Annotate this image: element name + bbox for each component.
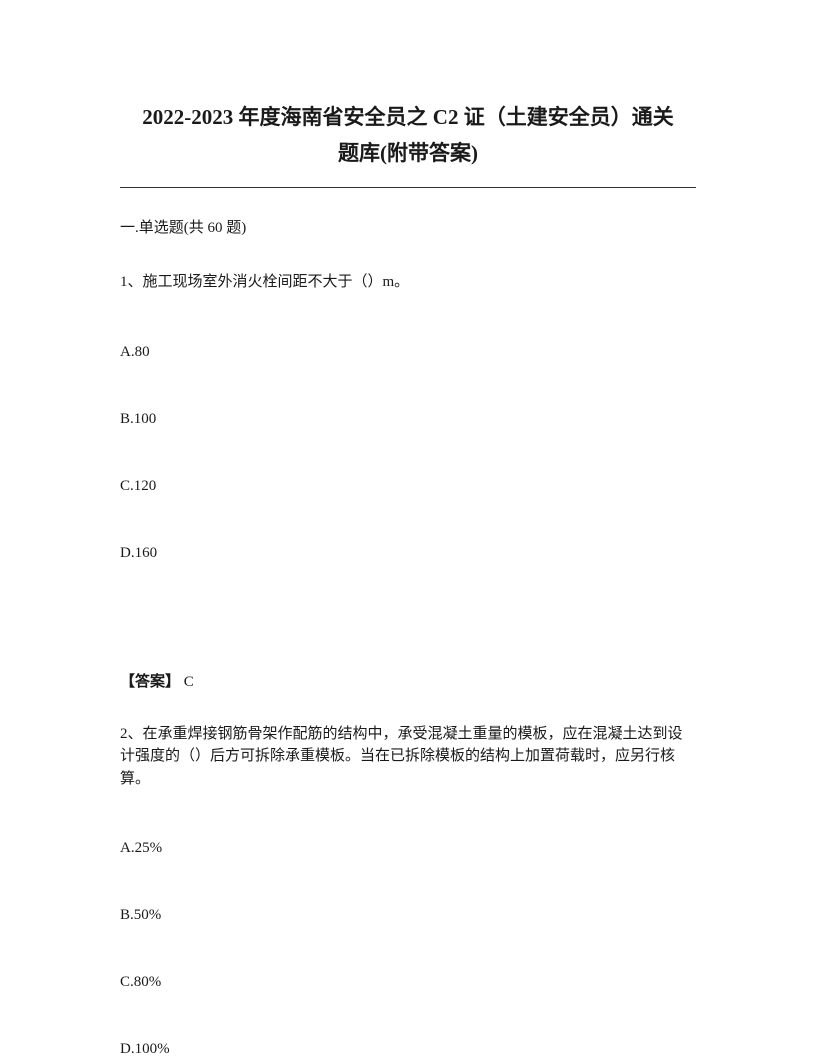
question-2-option-c: C.80% xyxy=(120,974,696,991)
question-1-option-a: A.80 xyxy=(120,344,696,361)
question-1-answer: 【答案】 C xyxy=(120,670,696,691)
question-1-option-c: C.120 xyxy=(120,478,696,495)
title-line-2: 题库(附带答案) xyxy=(338,141,478,165)
question-1-option-b: B.100 xyxy=(120,411,696,428)
question-1-text: 1、施工现场室外消火栓间距不大于（）m。 xyxy=(120,271,696,294)
question-2-text: 2、在承重焊接钢筋骨架作配筋的结构中，承受混凝土重量的模板，应在混凝土达到设计强… xyxy=(120,723,696,791)
section-header: 一.单选题(共 60 题) xyxy=(120,216,696,237)
question-2-option-a: A.25% xyxy=(120,840,696,857)
question-2-option-b: B.50% xyxy=(120,907,696,924)
answer-value: C xyxy=(180,674,194,690)
title-line-1: 2022-2023 年度海南省安全员之 C2 证（土建安全员）通关 xyxy=(142,105,673,129)
title-divider xyxy=(120,187,696,188)
answer-label: 【答案】 xyxy=(120,674,180,690)
question-1-option-d: D.160 xyxy=(120,545,696,562)
document-title: 2022-2023 年度海南省安全员之 C2 证（土建安全员）通关 题库(附带答… xyxy=(120,100,696,171)
